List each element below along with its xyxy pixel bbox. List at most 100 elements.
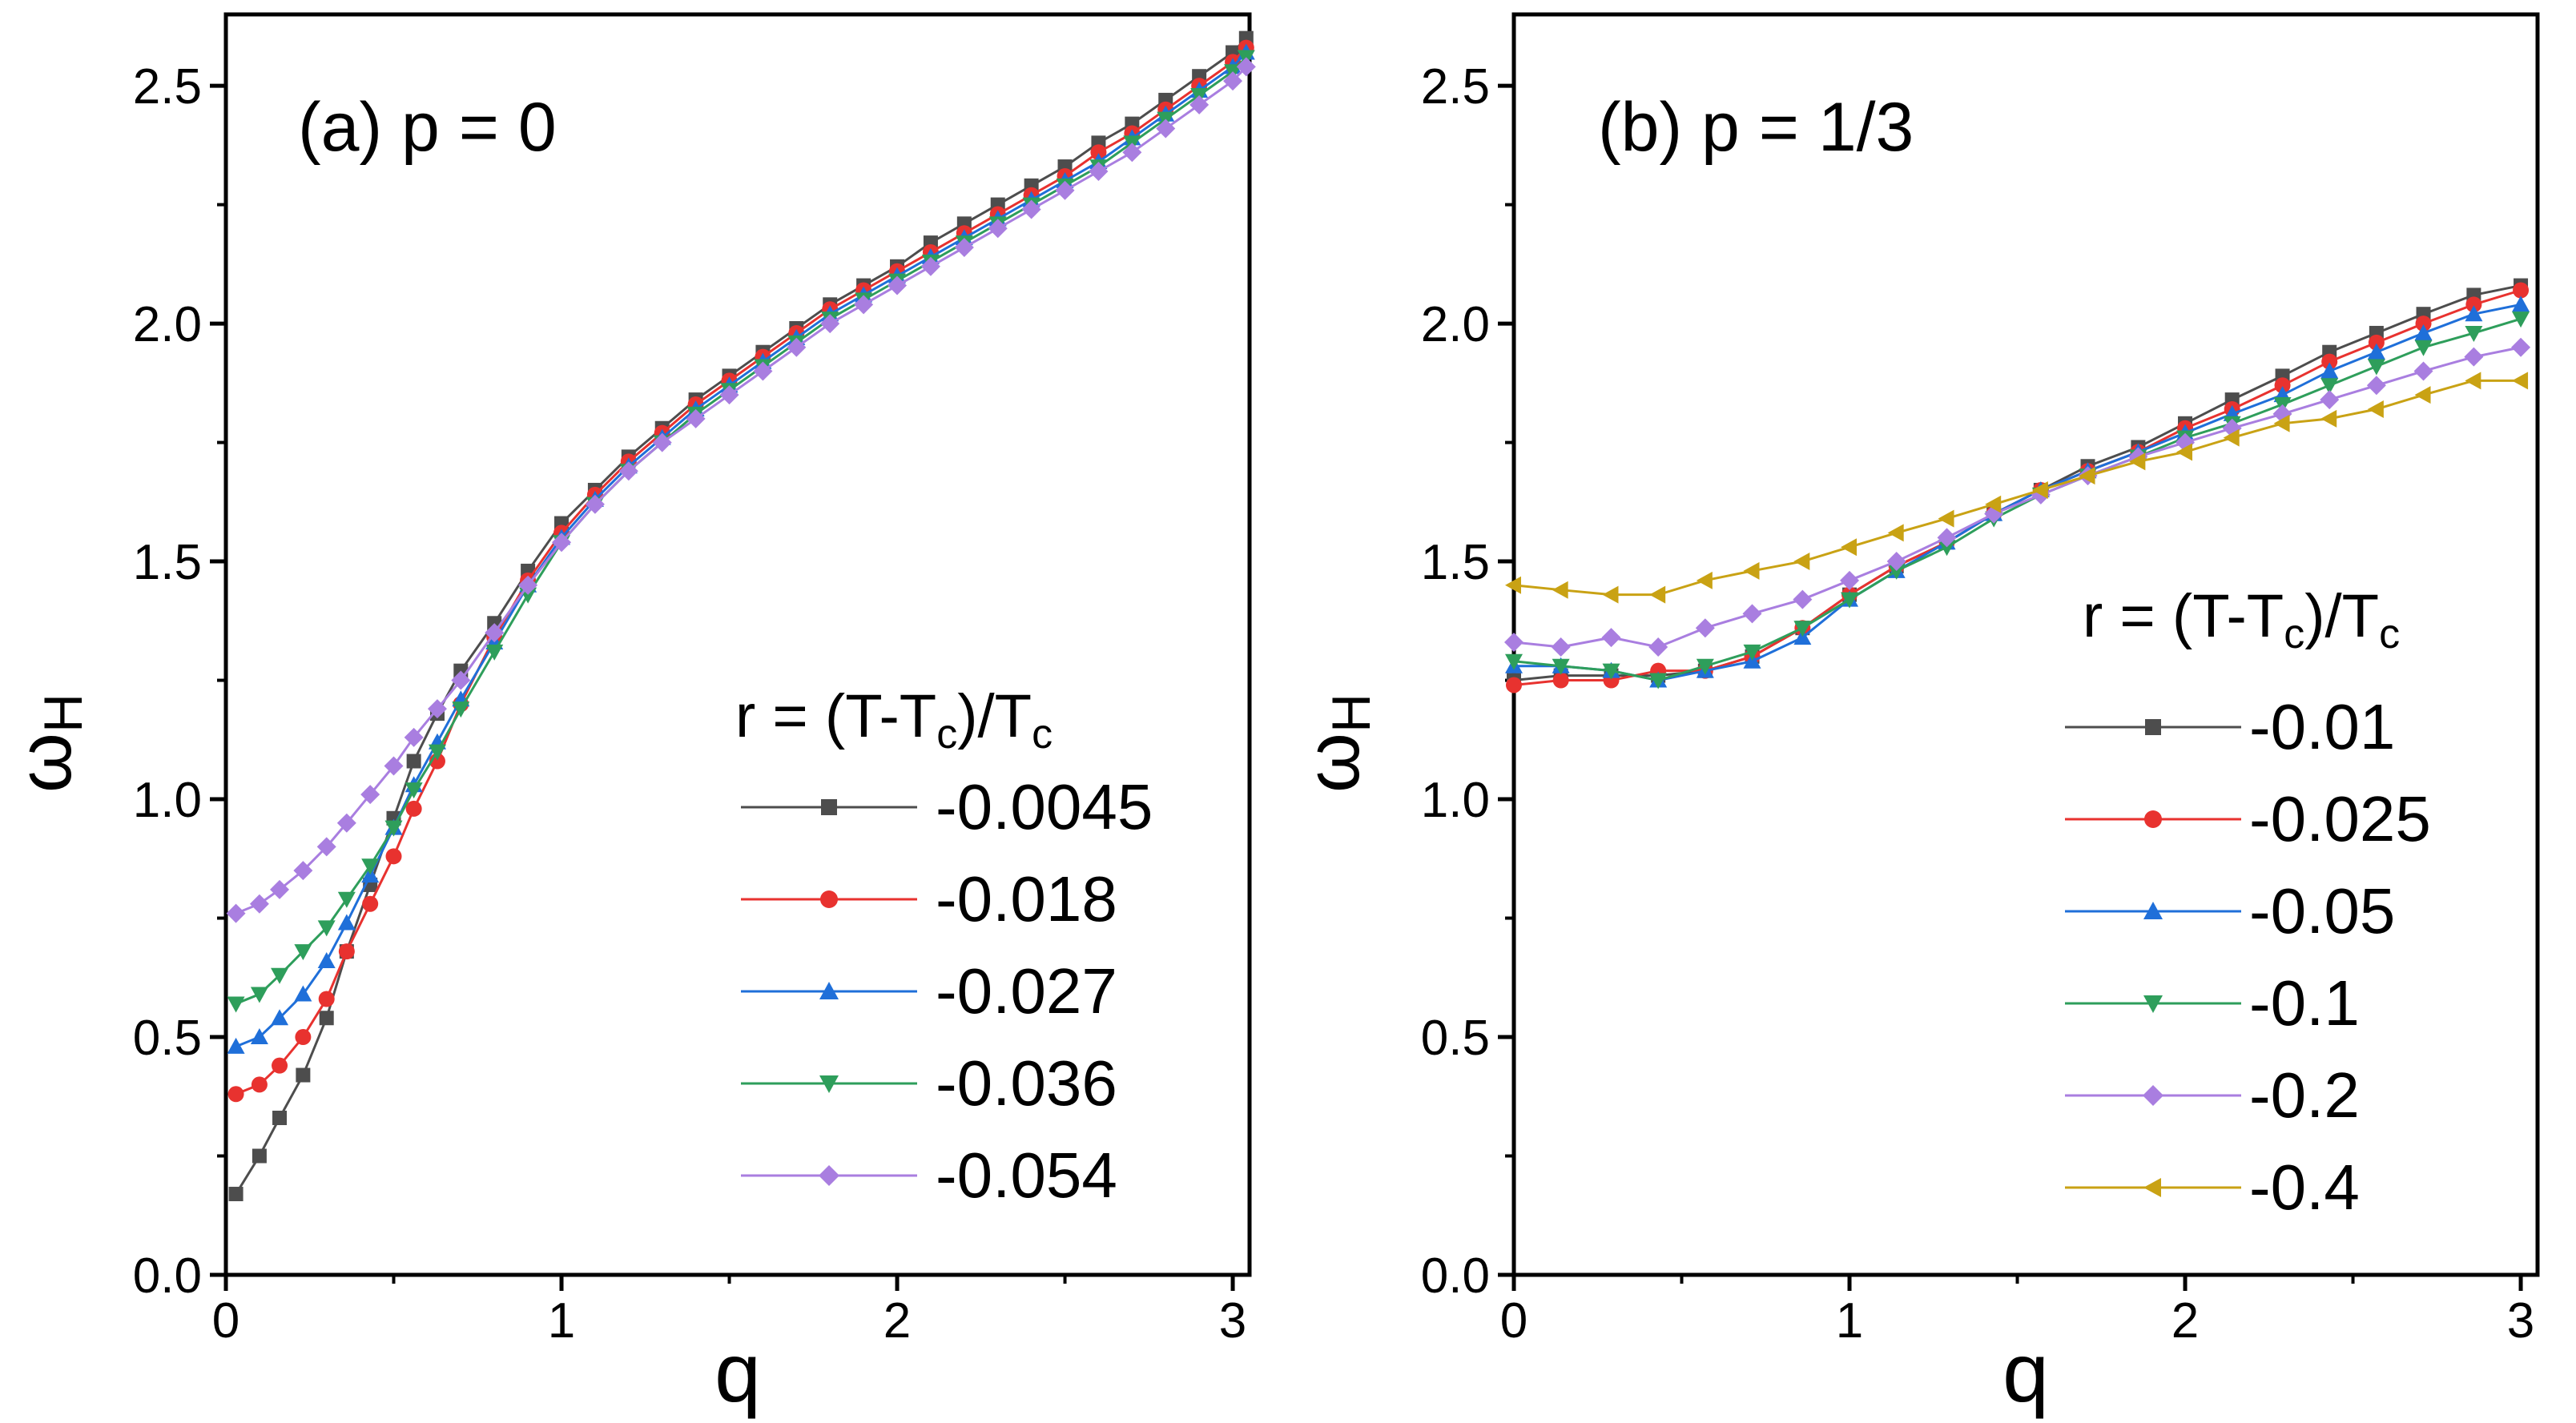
data-point xyxy=(2129,452,2146,471)
data-point xyxy=(1189,94,1210,115)
data-point xyxy=(2511,337,2531,357)
panel-b: 0 1 2 30.00.51.01.52.02.5 (b) p = 1/3 q ωH … xyxy=(1290,12,2540,1420)
data-point xyxy=(250,1028,268,1045)
legend-marker xyxy=(819,1075,839,1093)
data-point xyxy=(1552,581,1568,599)
panel-label: (b) p = 1/3 xyxy=(1598,89,1914,166)
data-point xyxy=(294,944,312,961)
legend-title-subscript: c xyxy=(1032,711,1053,758)
data-point xyxy=(618,461,638,481)
data-point xyxy=(360,785,380,805)
data-point xyxy=(316,837,336,857)
series-line xyxy=(1513,346,2522,649)
legend-entry: -0.1 xyxy=(2065,967,2360,1039)
data-point xyxy=(251,1076,268,1093)
data-point xyxy=(226,903,246,923)
series-line xyxy=(235,56,1247,1005)
axis-ticks: 0 1 2 3 0.0 0.5 1.0 1.5 2.0 2.5 xyxy=(133,59,1246,1349)
legend-entry: -0.027 xyxy=(741,955,1117,1027)
legend-marker xyxy=(2143,995,2163,1013)
x-tick-label: 1 xyxy=(1836,1293,1863,1349)
legend-label: -0.0045 xyxy=(936,771,1153,842)
data-point xyxy=(295,1029,312,1046)
legend-label: -0.018 xyxy=(936,863,1117,935)
data-point xyxy=(652,432,672,452)
data-point xyxy=(293,861,313,881)
legend-label: -0.027 xyxy=(936,955,1117,1027)
legend-entry: -0.2 xyxy=(2065,1059,2360,1131)
series-3 xyxy=(1505,312,2530,689)
legend-title: r = (T-Tc)/Tc xyxy=(735,682,1053,758)
data-point xyxy=(451,670,471,690)
data-point xyxy=(1552,658,1570,675)
series-group xyxy=(1504,278,2531,693)
data-point xyxy=(428,744,446,761)
y-tick-label: 1.0 xyxy=(1421,773,1490,828)
series-line xyxy=(1513,379,2522,597)
y-tick-label: 1.0 xyxy=(133,773,202,828)
data-point xyxy=(2513,282,2530,299)
legend-label: -0.054 xyxy=(936,1140,1117,1211)
data-point xyxy=(1793,589,1813,609)
data-point xyxy=(2320,378,2339,395)
data-point xyxy=(1649,673,1668,689)
legend-marker xyxy=(821,799,837,815)
data-point xyxy=(686,408,706,428)
data-point xyxy=(1886,552,1906,572)
y-tick-label: 0.5 xyxy=(1421,1011,1490,1066)
legend-marker xyxy=(819,1165,839,1186)
legend-entries: -0.01 -0.025 -0.05 -0.1 -0.2 -0.4 xyxy=(2065,691,2431,1223)
y-axis-label-sub: H xyxy=(1321,693,1382,733)
data-point xyxy=(404,727,424,747)
data-point xyxy=(271,967,289,984)
data-point xyxy=(1021,199,1041,219)
data-point xyxy=(1696,571,1713,589)
data-point xyxy=(362,895,379,912)
data-point xyxy=(1743,561,1760,580)
legend-label: -0.2 xyxy=(2249,1059,2360,1131)
legend-label: -0.05 xyxy=(2249,875,2395,947)
data-point xyxy=(2414,386,2431,404)
series-line xyxy=(1513,317,2522,682)
legend-marker xyxy=(819,982,839,999)
panel-a: 0 1 2 3 0.0 0.5 1.0 1.5 2.0 2.5 (a) p = 0 q ωH r … xyxy=(2,12,1256,1420)
data-point xyxy=(2274,377,2291,394)
data-point xyxy=(318,991,335,1007)
series-group xyxy=(226,30,1256,1202)
data-point xyxy=(2512,372,2529,390)
data-point xyxy=(384,756,404,776)
series-4 xyxy=(226,57,1256,923)
data-point xyxy=(1937,528,1957,548)
data-point xyxy=(888,275,908,295)
legend-label: -0.01 xyxy=(2249,691,2395,762)
data-point xyxy=(1236,57,1256,77)
legend-title-subscript: c xyxy=(2284,611,2304,657)
data-point xyxy=(1985,495,2002,513)
data-point xyxy=(2465,325,2483,342)
legend-label: -0.1 xyxy=(2249,967,2360,1039)
data-point xyxy=(272,1110,288,1125)
legend-marker xyxy=(2143,1178,2161,1197)
y-axis-label-main: ω xyxy=(2,733,87,793)
data-point xyxy=(1505,576,1521,594)
data-point xyxy=(2031,480,2048,499)
data-point xyxy=(228,1187,244,1202)
data-point xyxy=(250,987,268,1003)
data-point xyxy=(2465,372,2481,390)
data-point xyxy=(336,813,356,833)
data-point xyxy=(1505,653,1523,670)
data-point xyxy=(406,754,421,769)
y-axis-label: ωH xyxy=(2,693,94,793)
data-point xyxy=(227,1037,245,1054)
data-point xyxy=(1506,677,1522,693)
legend-title-part: r = (T-T xyxy=(735,682,936,750)
data-point xyxy=(2367,343,2385,360)
data-point xyxy=(249,894,269,914)
y-tick-label: 0.0 xyxy=(1421,1248,1490,1304)
data-point xyxy=(2512,312,2530,328)
data-point xyxy=(1696,658,1714,675)
data-point xyxy=(1602,663,1620,680)
data-point xyxy=(1089,162,1109,182)
data-point xyxy=(317,951,336,968)
panel-label: (a) p = 0 xyxy=(298,89,557,166)
